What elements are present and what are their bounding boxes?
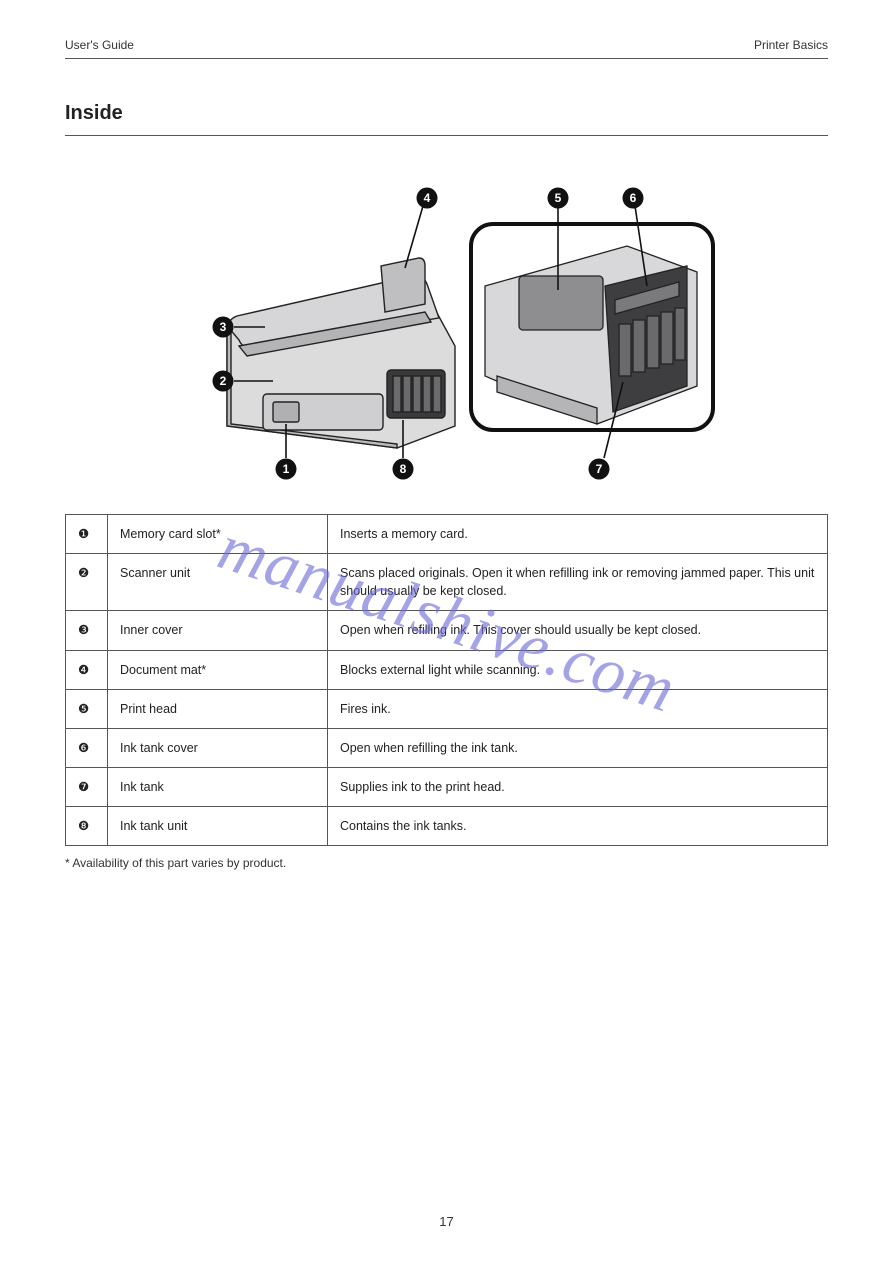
table-row: ❹ Document mat* Blocks external light wh…	[66, 650, 828, 689]
svg-text:7: 7	[595, 462, 602, 476]
table-row: ❼ Ink tank Supplies ink to the print hea…	[66, 767, 828, 806]
diagram-svg: 1 2 3 4 5 6 7 8	[167, 176, 727, 496]
row-name: Ink tank	[108, 767, 328, 806]
row-desc: Open when refilling the ink tank.	[328, 728, 828, 767]
row-num: ❺	[66, 689, 108, 728]
running-head-right: Printer Basics	[754, 38, 828, 52]
row-desc: Scans placed originals. Open it when ref…	[328, 554, 828, 611]
svg-text:4: 4	[423, 191, 430, 205]
row-desc: Contains the ink tanks.	[328, 807, 828, 846]
row-num: ❶	[66, 515, 108, 554]
section-title: Inside	[65, 102, 828, 136]
row-num: ❸	[66, 611, 108, 650]
row-num: ❷	[66, 554, 108, 611]
table-row: ❷ Scanner unit Scans placed originals. O…	[66, 554, 828, 611]
parts-table: ❶ Memory card slot* Inserts a memory car…	[65, 514, 828, 846]
row-desc: Open when refilling ink. This cover shou…	[328, 611, 828, 650]
table-row: ❺ Print head Fires ink.	[66, 689, 828, 728]
row-name: Ink tank unit	[108, 807, 328, 846]
footnote: * Availability of this part varies by pr…	[65, 856, 828, 870]
svg-text:2: 2	[219, 374, 226, 388]
running-head: User's Guide Printer Basics	[65, 38, 828, 59]
row-name: Memory card slot*	[108, 515, 328, 554]
page: User's Guide Printer Basics Inside	[0, 0, 893, 1263]
running-head-left: User's Guide	[65, 38, 134, 52]
row-num: ❽	[66, 807, 108, 846]
svg-text:1: 1	[282, 462, 289, 476]
row-name: Ink tank cover	[108, 728, 328, 767]
row-name: Print head	[108, 689, 328, 728]
row-num: ❼	[66, 767, 108, 806]
svg-text:5: 5	[554, 191, 561, 205]
parts-table-body: ❶ Memory card slot* Inserts a memory car…	[66, 515, 828, 846]
svg-text:6: 6	[629, 191, 636, 205]
row-num: ❻	[66, 728, 108, 767]
table-row: ❻ Ink tank cover Open when refilling the…	[66, 728, 828, 767]
svg-text:3: 3	[219, 320, 226, 334]
row-num: ❹	[66, 650, 108, 689]
table-row: ❸ Inner cover Open when refilling ink. T…	[66, 611, 828, 650]
row-name: Inner cover	[108, 611, 328, 650]
row-desc: Supplies ink to the print head.	[328, 767, 828, 806]
row-desc: Inserts a memory card.	[328, 515, 828, 554]
row-name: Scanner unit	[108, 554, 328, 611]
row-desc: Fires ink.	[328, 689, 828, 728]
page-number: 17	[0, 1214, 893, 1229]
printer-diagram: 1 2 3 4 5 6 7 8	[65, 176, 828, 496]
row-name: Document mat*	[108, 650, 328, 689]
svg-text:8: 8	[399, 462, 406, 476]
row-desc: Blocks external light while scanning.	[328, 650, 828, 689]
table-row: ❶ Memory card slot* Inserts a memory car…	[66, 515, 828, 554]
table-row: ❽ Ink tank unit Contains the ink tanks.	[66, 807, 828, 846]
